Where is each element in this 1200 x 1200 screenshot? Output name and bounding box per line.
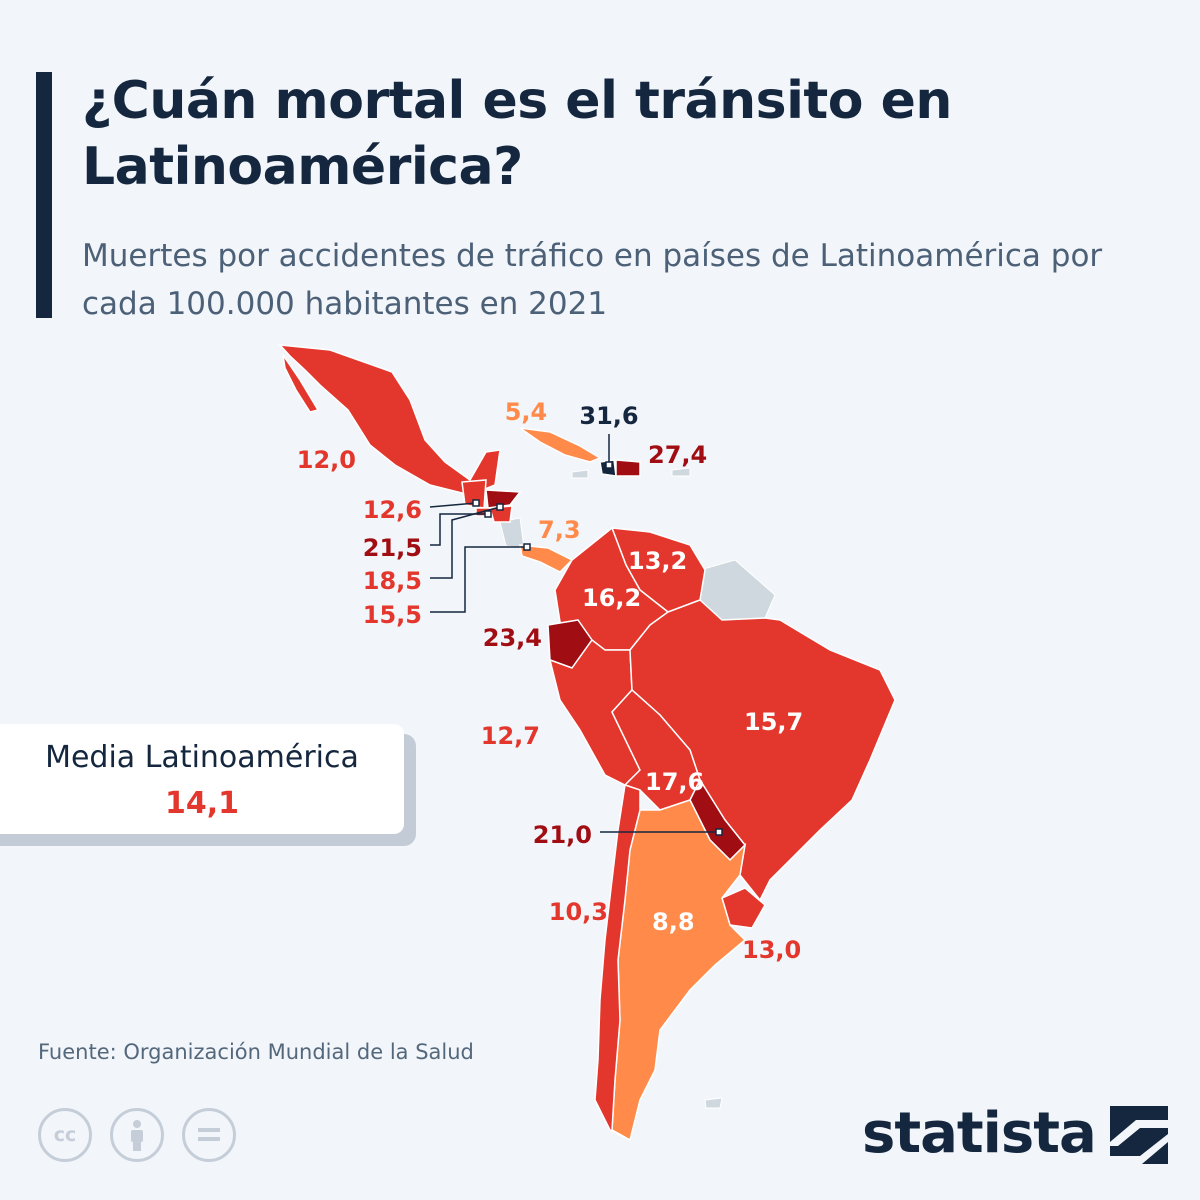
attribution-icon-glyph [131,1120,143,1151]
country-chile [594,784,641,1141]
label-mexico: 12,0 [297,446,356,474]
label-panama: 7,3 [538,516,581,544]
label-honduras: 21,5 [363,534,422,562]
average-label: Media Latinoamérica [45,740,359,775]
country-jamaica [571,469,589,479]
page-subtitle: Muertes por accidentes de tráfico en paí… [82,238,1103,322]
label-cuba: 5,4 [505,398,548,426]
label-guatemala: 12,6 [363,496,422,524]
label-bolivia: 17,6 [645,768,704,796]
statista-logo-icon [1110,1106,1168,1164]
average-value: 14,1 [164,786,240,821]
label-nicaragua: 15,5 [363,601,422,629]
label-chile: 10,3 [549,898,608,926]
country-mexico [278,344,501,496]
leader-lines [429,434,719,833]
country-dominican-republic [615,459,641,477]
label-haiti: 31,6 [579,402,638,430]
country-puerto-rico [671,467,691,477]
cc-icon-glyph: cc [53,1124,77,1146]
label-dominican-republic: 27,4 [648,441,707,469]
marker-squares [472,461,723,836]
label-colombia: 16,2 [582,584,641,612]
statista-logo-text: statista [862,1101,1097,1166]
country-honduras [485,489,522,509]
label-argentina: 8,8 [652,908,695,936]
no-derivatives-icon-glyph [198,1128,220,1141]
cc-icon[interactable]: cc [38,1108,92,1162]
average-box: Media Latinoamérica 14,1 [0,724,404,834]
label-venezuela: 13,2 [628,547,687,575]
label-paraguay: 21,0 [533,821,592,849]
island-falklands [704,1097,723,1109]
latin-america-map: 12,0 5,4 31,6 27,4 12,6 21,5 18,5 15,5 7… [278,344,896,1142]
attribution-icon[interactable] [110,1108,164,1162]
source-note: Fuente: Organización Mundial de la Salud [38,1040,474,1064]
label-brazil: 15,7 [744,708,803,736]
country-panama [519,544,574,573]
country-cuba [519,427,602,463]
label-peru: 12,7 [481,722,540,750]
country-nicaragua [489,505,513,523]
label-uruguay: 13,0 [742,936,801,964]
title-accent-bar [36,72,52,318]
label-el-salvador: 18,5 [363,567,422,595]
page-title: ¿Cuán mortal es el tránsito en Latinoamé… [82,71,952,197]
no-derivatives-icon[interactable] [182,1108,236,1162]
label-ecuador: 23,4 [483,624,542,652]
